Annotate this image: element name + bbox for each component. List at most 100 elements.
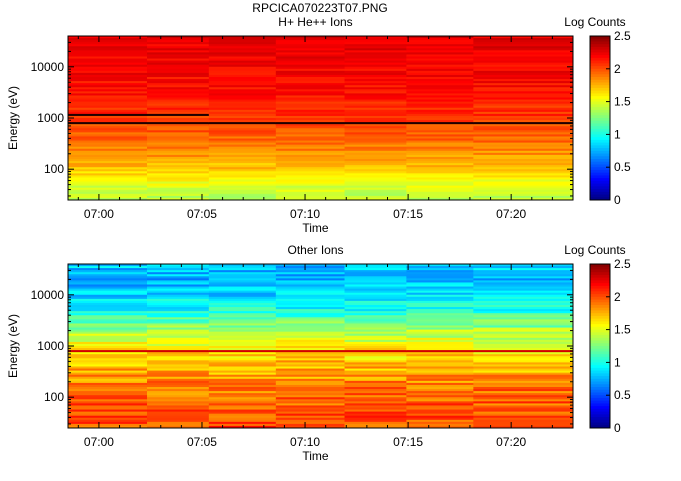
colorbar-step	[590, 87, 610, 92]
heatmap-cell	[147, 395, 210, 398]
colorbar-step	[590, 60, 610, 64]
colorbar-label: Log Counts	[564, 243, 625, 257]
colorbar-step	[590, 387, 610, 391]
heatmap-cell	[406, 83, 474, 86]
heatmap-cell	[208, 337, 277, 341]
heatmap-cell	[344, 327, 407, 331]
heatmap-cell	[275, 126, 346, 129]
heatmap-cell	[344, 298, 407, 302]
colorbar-step	[590, 324, 610, 328]
heatmap-cell	[473, 272, 574, 275]
heatmap-cell	[208, 280, 277, 283]
heatmap-cell	[147, 421, 210, 425]
heatmap-cell	[208, 171, 277, 174]
heatmap-cell	[208, 300, 277, 304]
heatmap-cell	[473, 413, 574, 417]
heatmap-cell	[208, 339, 277, 343]
heatmap-cell	[68, 346, 148, 349]
heatmap-cell	[275, 95, 346, 98]
heatmap-cell	[208, 42, 277, 45]
colorbar-step	[590, 52, 610, 56]
heatmap-cell	[208, 191, 277, 195]
heatmap-cell	[208, 343, 277, 347]
heatmap-cell	[406, 370, 474, 374]
heatmap-cell	[406, 130, 474, 133]
heatmap-cell	[68, 311, 148, 314]
heatmap-cell	[147, 109, 210, 113]
heatmap-cell	[147, 387, 210, 390]
heatmap-cell	[406, 66, 474, 70]
heatmap-cell	[275, 393, 346, 396]
heatmap-cell	[275, 272, 346, 275]
heatmap-cell	[208, 64, 277, 68]
heatmap-cell	[406, 159, 474, 162]
heatmap-cell	[147, 321, 210, 324]
heatmap-cell	[473, 171, 574, 174]
heatmap-cell	[344, 72, 407, 76]
colorbar-step	[590, 126, 610, 130]
heatmap-cell	[473, 380, 574, 384]
heatmap-cell	[473, 183, 574, 187]
heatmap-cell	[208, 317, 277, 320]
heatmap-cell	[344, 317, 407, 320]
heatmap-cell	[208, 173, 277, 176]
heatmap-cell	[406, 189, 474, 193]
heatmap-cell	[208, 185, 277, 189]
heatmap-cell	[344, 423, 407, 427]
colorbar-step	[590, 74, 610, 78]
heatmap-cell	[147, 193, 210, 197]
heatmap-cell	[406, 401, 474, 404]
colorbar-step	[590, 340, 610, 344]
heatmap-cell	[147, 302, 210, 306]
heatmap-cell	[68, 376, 148, 380]
heatmap-cell	[208, 103, 277, 107]
heatmap-cell	[275, 294, 346, 298]
colorbar-frame	[589, 263, 611, 429]
heatmap-cell	[147, 66, 210, 70]
heatmap-cell	[406, 191, 474, 195]
heatmap-cell	[147, 407, 210, 411]
heatmap-cell	[473, 60, 574, 64]
colorbar-step	[590, 85, 610, 89]
heatmap-cell	[473, 38, 574, 41]
heatmap-cell	[406, 403, 474, 406]
colorbar-step	[590, 131, 610, 135]
heatmap-cell	[406, 70, 474, 74]
heatmap-cell	[275, 171, 346, 174]
heatmap-cell	[68, 165, 148, 168]
heatmap-cell	[406, 124, 474, 127]
heatmap-cell	[68, 409, 148, 413]
heatmap-cell	[275, 46, 346, 49]
heatmap-cell	[344, 350, 407, 353]
heatmap-cell	[147, 148, 210, 152]
heatmap-cell	[275, 40, 346, 43]
heatmap-cell	[344, 286, 407, 290]
heatmap-cell	[208, 124, 277, 127]
heatmap-cell	[275, 300, 346, 304]
heatmap-cell	[406, 91, 474, 94]
heatmap-cell	[208, 105, 277, 109]
heatmap-cell	[68, 189, 148, 193]
heatmap-cell	[275, 72, 346, 76]
heatmap-cell	[68, 50, 148, 53]
heatmap-cell	[147, 323, 210, 326]
heatmap-cell	[344, 341, 407, 345]
heatmap-cell	[344, 183, 407, 187]
heatmap-cell	[344, 290, 407, 294]
heatmap-cell	[68, 366, 148, 370]
heatmap-cell	[473, 374, 574, 378]
heatmap-cell	[68, 380, 148, 384]
heatmap-cell	[406, 120, 474, 123]
heatmap-cell	[406, 64, 474, 68]
heatmap-cell	[344, 177, 407, 180]
colorbar-step	[590, 137, 610, 141]
y-tick-label: 10000	[31, 288, 65, 302]
heatmap-cell	[275, 280, 346, 283]
colorbar-step	[590, 356, 610, 361]
heatmap-cell	[147, 354, 210, 357]
heatmap-cell	[208, 99, 277, 103]
heatmap-cell	[275, 348, 346, 351]
heatmap-cell	[406, 311, 474, 314]
heatmap-cell	[147, 423, 210, 427]
heatmap-cell	[473, 372, 574, 376]
